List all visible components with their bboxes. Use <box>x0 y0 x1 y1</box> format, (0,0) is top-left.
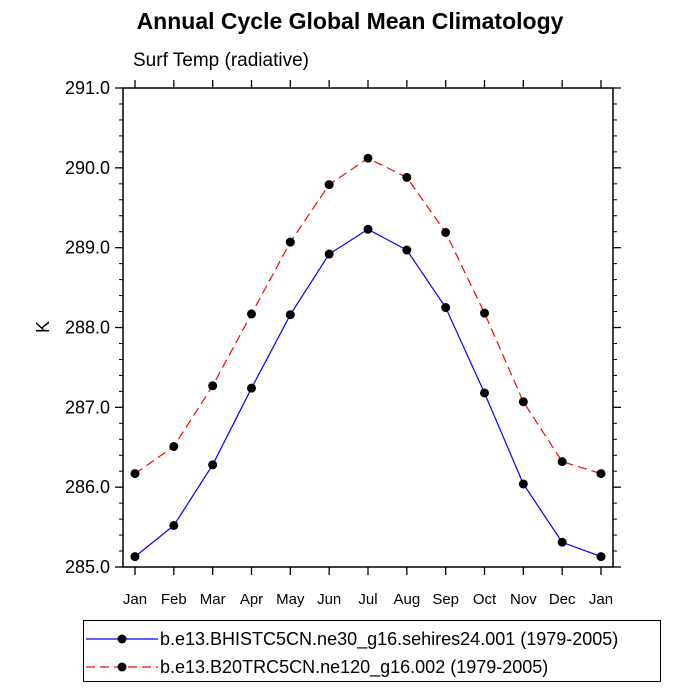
x-tick-label: Aug <box>393 591 420 608</box>
series-1-point <box>208 460 218 470</box>
series-1-point <box>363 224 373 234</box>
x-tick-label: Nov <box>510 591 537 608</box>
x-tick-labels: Jan Feb Mar Apr May Jun Jul Aug Sep Oct Nov Dec Jan <box>123 591 613 608</box>
series-1-point <box>247 383 256 393</box>
y-tick-label: 286.0 <box>65 477 110 497</box>
chart-title: Annual Cycle Global Mean Climatology <box>136 8 564 34</box>
series-2-point <box>480 308 489 318</box>
legend-label-1: b.e13.BHISTC5CN.ne30_g16.sehires24.001 (… <box>160 629 619 649</box>
series-1-point <box>402 245 412 255</box>
legend-label-2: b.e13.B20TRC5CN.ne120_g16.002 (1979-2005… <box>160 657 549 677</box>
legend-entry-1: b.e13.BHISTC5CN.ne30_g16.sehires24.001 (… <box>84 625 660 653</box>
x-tick-label: Feb <box>161 591 187 608</box>
series-2-point <box>363 153 373 163</box>
series-1-point <box>557 537 567 547</box>
series-2-point <box>285 237 295 247</box>
series-2-point <box>441 227 451 237</box>
series-2-point <box>169 441 179 451</box>
legend-swatch-1 <box>86 634 158 644</box>
x-tick-label: Dec <box>549 591 576 608</box>
y-tick-labels: 285.0 286.0 287.0 288.0 289.0 290.0 291.0 <box>65 78 110 577</box>
series-1-point <box>596 552 606 562</box>
x-tick-label: May <box>276 591 305 608</box>
y-axis-label: K <box>33 321 53 333</box>
legend: b.e13.BHISTC5CN.ne30_g16.sehires24.001 (… <box>83 620 661 682</box>
series-2-point <box>208 381 218 391</box>
legend-entry-2: b.e13.B20TRC5CN.ne120_g16.002 (1979-2005… <box>84 653 660 681</box>
y-tick-label: 288.0 <box>65 318 110 338</box>
series-line-2 <box>134 157 602 475</box>
y-tick-label: 290.0 <box>65 158 110 178</box>
y-tick-label: 285.0 <box>65 557 110 577</box>
series-2-point <box>130 469 140 479</box>
series-2-point <box>557 457 567 467</box>
x-tick-label: Mar <box>200 591 226 608</box>
series-2-point <box>247 309 256 319</box>
x-tick-label: Sep <box>432 591 459 608</box>
series-2-point <box>518 397 528 407</box>
major-ticks <box>115 80 621 575</box>
series-1-point <box>169 520 179 530</box>
legend-swatch-2 <box>86 662 158 672</box>
plot-frame <box>122 87 614 568</box>
series-1-point <box>480 388 489 398</box>
x-tick-label: Jan <box>123 591 147 608</box>
line-chart: 285.0 286.0 287.0 288.0 289.0 290.0 291.0 Jan F… <box>33 78 621 608</box>
series-layer <box>130 153 606 562</box>
series-1-point <box>285 310 295 320</box>
x-tick-label: Jun <box>317 591 341 608</box>
series-2-point <box>596 469 606 479</box>
minor-ticks <box>119 103 617 552</box>
y-tick-label: 287.0 <box>65 397 110 417</box>
x-tick-label: Oct <box>473 591 497 608</box>
series-1-point <box>324 249 334 259</box>
series-line-1 <box>134 228 602 558</box>
x-tick-label: Jan <box>589 591 613 608</box>
y-tick-label: 291.0 <box>65 78 110 98</box>
series-1-point <box>130 552 140 562</box>
x-tick-label: Apr <box>240 591 263 608</box>
x-tick-label: Jul <box>358 591 377 608</box>
y-tick-label: 289.0 <box>65 238 110 258</box>
series-1-point <box>441 303 451 313</box>
series-1-point <box>518 479 528 489</box>
chart-subtitle: Surf Temp (radiative) <box>133 50 309 71</box>
series-2-point <box>402 172 412 182</box>
series-2-point <box>324 180 334 190</box>
